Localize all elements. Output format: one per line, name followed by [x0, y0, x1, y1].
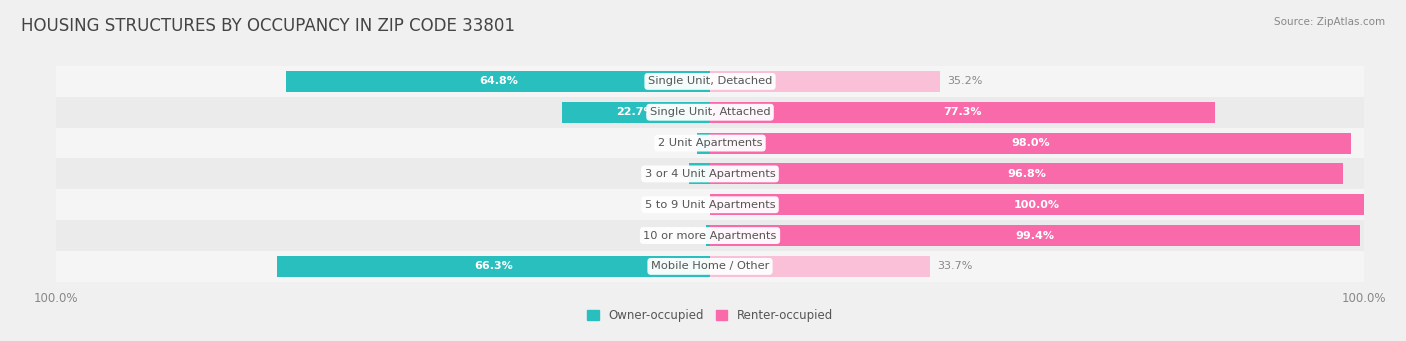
Bar: [710, 133, 1351, 153]
Text: 0.63%: 0.63%: [664, 231, 699, 240]
Bar: [287, 71, 710, 92]
Text: Source: ZipAtlas.com: Source: ZipAtlas.com: [1274, 17, 1385, 27]
Bar: [689, 163, 710, 184]
Text: 64.8%: 64.8%: [479, 76, 517, 86]
Text: 2 Unit Apartments: 2 Unit Apartments: [658, 138, 762, 148]
Bar: [56, 220, 1364, 251]
Text: 77.3%: 77.3%: [943, 107, 981, 117]
Bar: [710, 163, 1343, 184]
Bar: [56, 159, 1364, 189]
Bar: [56, 128, 1364, 159]
Bar: [710, 225, 1360, 246]
Text: 99.4%: 99.4%: [1015, 231, 1054, 240]
Text: Single Unit, Attached: Single Unit, Attached: [650, 107, 770, 117]
Bar: [697, 133, 710, 153]
Bar: [56, 97, 1364, 128]
Bar: [561, 102, 710, 123]
Text: 96.8%: 96.8%: [1007, 169, 1046, 179]
Bar: [710, 102, 1215, 123]
Text: 33.7%: 33.7%: [936, 262, 973, 271]
Text: 5 to 9 Unit Apartments: 5 to 9 Unit Apartments: [645, 200, 775, 210]
Bar: [710, 256, 931, 277]
Legend: Owner-occupied, Renter-occupied: Owner-occupied, Renter-occupied: [582, 305, 838, 327]
Text: 2.0%: 2.0%: [662, 138, 690, 148]
Text: 3 or 4 Unit Apartments: 3 or 4 Unit Apartments: [645, 169, 775, 179]
Text: 0.0%: 0.0%: [675, 200, 703, 210]
Bar: [56, 66, 1364, 97]
Text: 35.2%: 35.2%: [946, 76, 981, 86]
Text: Single Unit, Detached: Single Unit, Detached: [648, 76, 772, 86]
Text: 98.0%: 98.0%: [1011, 138, 1050, 148]
Bar: [710, 194, 1364, 215]
Text: 100.0%: 100.0%: [1014, 200, 1060, 210]
Bar: [706, 225, 710, 246]
Text: 66.3%: 66.3%: [474, 262, 513, 271]
Text: 3.2%: 3.2%: [654, 169, 682, 179]
Bar: [56, 251, 1364, 282]
Text: Mobile Home / Other: Mobile Home / Other: [651, 262, 769, 271]
Text: 10 or more Apartments: 10 or more Apartments: [644, 231, 776, 240]
Bar: [710, 71, 941, 92]
Text: HOUSING STRUCTURES BY OCCUPANCY IN ZIP CODE 33801: HOUSING STRUCTURES BY OCCUPANCY IN ZIP C…: [21, 17, 515, 35]
Bar: [277, 256, 710, 277]
Bar: [56, 189, 1364, 220]
Text: 22.7%: 22.7%: [616, 107, 655, 117]
